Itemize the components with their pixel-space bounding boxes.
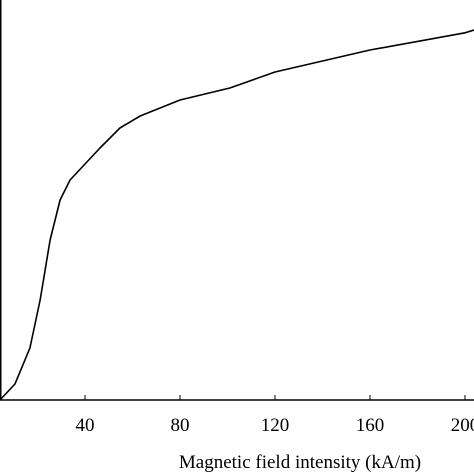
- x-tick-label: 80: [171, 415, 190, 436]
- x-axis-label: Magnetic field intensity (kA/m): [179, 452, 421, 473]
- x-tick-label: 200: [451, 415, 474, 436]
- x-tick-label: 40: [76, 415, 95, 436]
- x-tick-label: 160: [356, 415, 385, 436]
- x-tick-label: 120: [261, 415, 290, 436]
- line: [0, 29, 474, 401]
